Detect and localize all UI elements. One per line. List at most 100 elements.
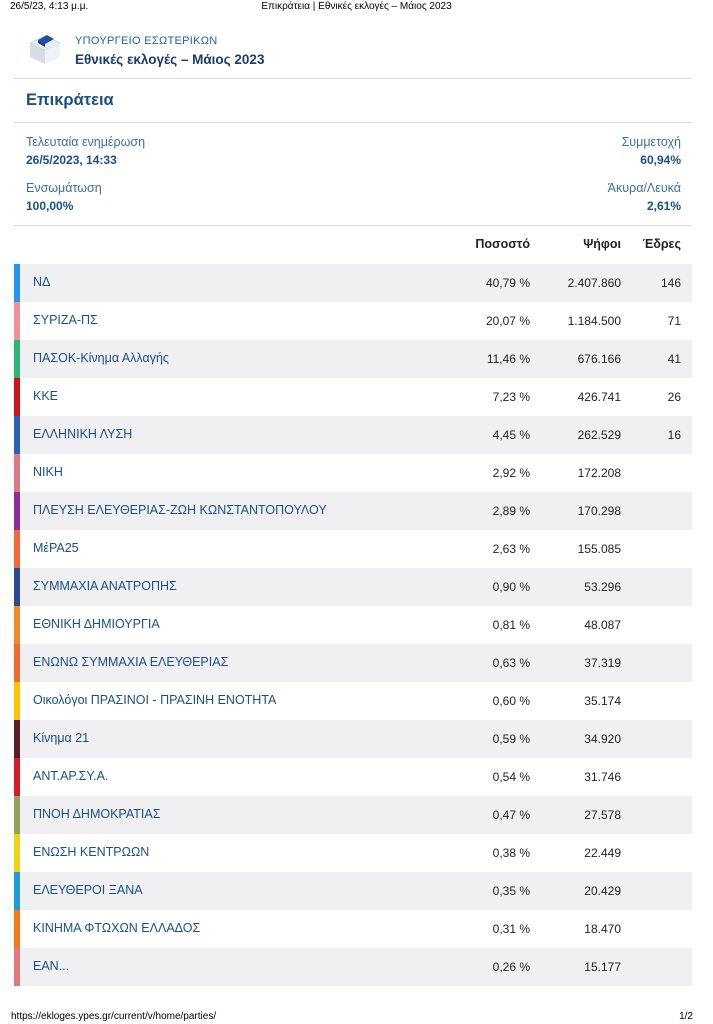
party-votes: 27.578: [584, 808, 621, 822]
party-votes: 262.529: [577, 428, 621, 442]
party-percent: 2,92 %: [492, 466, 530, 480]
party-color-bar: [14, 340, 20, 378]
party-percent: 4,45 %: [492, 428, 530, 442]
party-votes: 20.429: [584, 884, 621, 898]
party-percent: 0,59 %: [492, 732, 530, 746]
party-votes: 1.184.500: [567, 314, 621, 328]
party-votes: 426.741: [577, 390, 621, 404]
party-name-link[interactable]: ΕΛΛΗΝΙΚΗ ΛΥΣΗ: [33, 427, 133, 441]
party-color-bar: [14, 530, 20, 568]
party-row[interactable]: Οικολόγοι ΠΡΑΣΙΝΟΙ - ΠΡΑΣΙΝΗ ΕΝΟΤΗΤΑ 0,60…: [14, 682, 692, 720]
print-page-title: Επικράτεια | Εθνικές εκλογές – Μάιος 202…: [261, 1, 452, 12]
party-name-link[interactable]: ΝΙΚΗ: [33, 465, 63, 479]
party-name-link[interactable]: ΕΝΩΝΩ ΣΥΜΜΑΧΙΑ ΕΛΕΥΘΕΡΙΑΣ: [33, 655, 229, 669]
party-row[interactable]: ΣΥΡΙΖΑ-ΠΣ 20,07 % 1.184.500 71: [14, 302, 692, 340]
party-row[interactable]: ΠΝΟΗ ΔΗΜΟΚΡΑΤΙΑΣ 0,47 % 27.578: [14, 796, 692, 834]
last-update-value: 26/5/2023, 14:33: [26, 153, 117, 167]
party-row[interactable]: ΣΥΜΜΑΧΙΑ ΑΝΑΤΡΟΠΗΣ 0,90 % 53.296: [14, 568, 692, 606]
party-votes: 31.746: [584, 770, 621, 784]
column-header-percent[interactable]: Ποσοστό: [475, 237, 530, 251]
party-votes: 37.319: [584, 656, 621, 670]
party-row[interactable]: ΠΑΣΟΚ-Κίνημα Αλλαγής 11,46 % 676.166 41: [14, 340, 692, 378]
party-votes: 18.470: [584, 922, 621, 936]
party-color-bar: [14, 644, 20, 682]
party-row[interactable]: ΚΚΕ 7,23 % 426.741 26: [14, 378, 692, 416]
party-color-bar: [14, 378, 20, 416]
party-color-bar: [14, 872, 20, 910]
party-percent: 0,38 %: [492, 846, 530, 860]
party-percent: 0,31 %: [492, 922, 530, 936]
party-name-link[interactable]: ΕΝΩΣΗ ΚΕΝΤΡΩΩΝ: [33, 845, 150, 859]
party-votes: 15.177: [584, 960, 621, 974]
party-name-link[interactable]: ΑΝΤ.ΑΡ.ΣΥ.Α.: [33, 769, 109, 783]
party-percent: 0,47 %: [492, 808, 530, 822]
party-row[interactable]: ΜέΡΑ25 2,63 % 155.085: [14, 530, 692, 568]
party-percent: 0,35 %: [492, 884, 530, 898]
integration-label: Ενσωμάτωση: [26, 181, 102, 195]
party-name-link[interactable]: ΚΚΕ: [33, 389, 59, 403]
party-name-link[interactable]: ΚΙΝΗΜΑ ΦΤΩΧΩΝ ΕΛΛΑΔΟΣ: [33, 921, 201, 935]
party-color-bar: [14, 948, 20, 986]
column-header-seats[interactable]: Έδρες: [642, 237, 681, 251]
party-row[interactable]: ΚΙΝΗΜΑ ΦΤΩΧΩΝ ΕΛΛΑΔΟΣ 0,31 % 18.470: [14, 910, 692, 948]
party-votes: 2.407.860: [567, 276, 621, 290]
title-divider: [14, 122, 692, 123]
party-color-bar: [14, 796, 20, 834]
party-name-link[interactable]: ΣΥΡΙΖΑ-ΠΣ: [33, 313, 98, 327]
party-votes: 172.208: [577, 466, 621, 480]
column-header-votes[interactable]: Ψήφοι: [583, 237, 621, 251]
party-row[interactable]: ΝΙΚΗ 2,92 % 172.208: [14, 454, 692, 492]
party-row[interactable]: ΕΝΩΣΗ ΚΕΝΤΡΩΩΝ 0,38 % 22.449: [14, 834, 692, 872]
party-name-link[interactable]: ΠΛΕΥΣΗ ΕΛΕΥΘΕΡΙΑΣ-ΖΩΗ ΚΩΝΣΤΑΝΤΟΠΟΥΛΟΥ: [33, 503, 327, 517]
party-name-link[interactable]: ΠΑΣΟΚ-Κίνημα Αλλαγής: [33, 351, 169, 365]
party-row[interactable]: ΕΑΝ... 0,26 % 15.177: [14, 948, 692, 986]
party-votes: 35.174: [584, 694, 621, 708]
party-color-bar: [14, 264, 20, 302]
party-votes: 22.449: [584, 846, 621, 860]
print-header: 26/5/23, 4:13 μ.μ. Επικράτεια | Εθνικές …: [0, 0, 713, 16]
party-name-link[interactable]: Κίνημα 21: [33, 731, 90, 745]
party-name-link[interactable]: ΕΛΕΥΘΕΡΟΙ ΞΑΝΑ: [33, 883, 143, 897]
party-color-bar: [14, 910, 20, 948]
party-color-bar: [14, 416, 20, 454]
party-row[interactable]: ΕΘΝΙΚΗ ΔΗΜΙΟΥΡΓΙΑ 0,81 % 48.087: [14, 606, 692, 644]
party-row[interactable]: ΕΝΩΝΩ ΣΥΜΜΑΧΙΑ ΕΛΕΥΘΕΡΙΑΣ 0,63 % 37.319: [14, 644, 692, 682]
turnout-label: Συμμετοχή: [621, 135, 681, 149]
integration-value: 100,00%: [26, 199, 74, 213]
page-number: 1/2: [679, 1011, 693, 1022]
party-row[interactable]: ΝΔ 40,79 % 2.407.860 146: [14, 264, 692, 302]
party-percent: 2,89 %: [492, 504, 530, 518]
party-percent: 20,07 %: [485, 314, 530, 328]
party-seats: 41: [667, 352, 681, 366]
party-seats: 16: [667, 428, 681, 442]
meta-divider: [14, 225, 692, 226]
party-percent: 0,90 %: [492, 580, 530, 594]
party-votes: 53.296: [584, 580, 621, 594]
party-color-bar: [14, 302, 20, 340]
party-row[interactable]: ΕΛΛΗΝΙΚΗ ΛΥΣΗ 4,45 % 262.529 16: [14, 416, 692, 454]
party-votes: 676.166: [577, 352, 621, 366]
elections-title: Εθνικές εκλογές – Μάιος 2023: [75, 52, 265, 67]
party-percent: 0,60 %: [492, 694, 530, 708]
party-name-link[interactable]: ΕΘΝΙΚΗ ΔΗΜΙΟΥΡΓΙΑ: [33, 617, 160, 631]
party-color-bar: [14, 682, 20, 720]
party-name-link[interactable]: ΕΑΝ...: [33, 959, 70, 973]
party-percent: 40,79 %: [485, 276, 530, 290]
party-color-bar: [14, 454, 20, 492]
party-seats: 71: [667, 314, 681, 328]
print-footer: https://ekloges.ypes.gr/current/v/home/p…: [0, 1010, 713, 1024]
party-name-link[interactable]: ΜέΡΑ25: [33, 541, 79, 555]
party-row[interactable]: ΠΛΕΥΣΗ ΕΛΕΥΘΕΡΙΑΣ-ΖΩΗ ΚΩΝΣΤΑΝΤΟΠΟΥΛΟΥ 2,8…: [14, 492, 692, 530]
party-votes: 155.085: [577, 542, 621, 556]
party-row[interactable]: Κίνημα 21 0,59 % 34.920: [14, 720, 692, 758]
party-name-link[interactable]: ΣΥΜΜΑΧΙΑ ΑΝΑΤΡΟΠΗΣ: [33, 579, 177, 593]
party-color-bar: [14, 492, 20, 530]
party-row[interactable]: ΑΝΤ.ΑΡ.ΣΥ.Α. 0,54 % 31.746: [14, 758, 692, 796]
party-percent: 0,26 %: [492, 960, 530, 974]
party-row[interactable]: ΕΛΕΥΘΕΡΟΙ ΞΑΝΑ 0,35 % 20.429: [14, 872, 692, 910]
header-divider: [14, 78, 692, 79]
party-name-link[interactable]: ΝΔ: [33, 275, 51, 289]
party-name-link[interactable]: Οικολόγοι ΠΡΑΣΙΝΟΙ - ΠΡΑΣΙΝΗ ΕΝΟΤΗΤΑ: [33, 693, 277, 707]
party-results-table: ΝΔ 40,79 % 2.407.860 146 ΣΥΡΙΖΑ-ΠΣ 20,07 % 1.1…: [14, 264, 692, 986]
party-name-link[interactable]: ΠΝΟΗ ΔΗΜΟΚΡΑΤΙΑΣ: [33, 807, 161, 821]
